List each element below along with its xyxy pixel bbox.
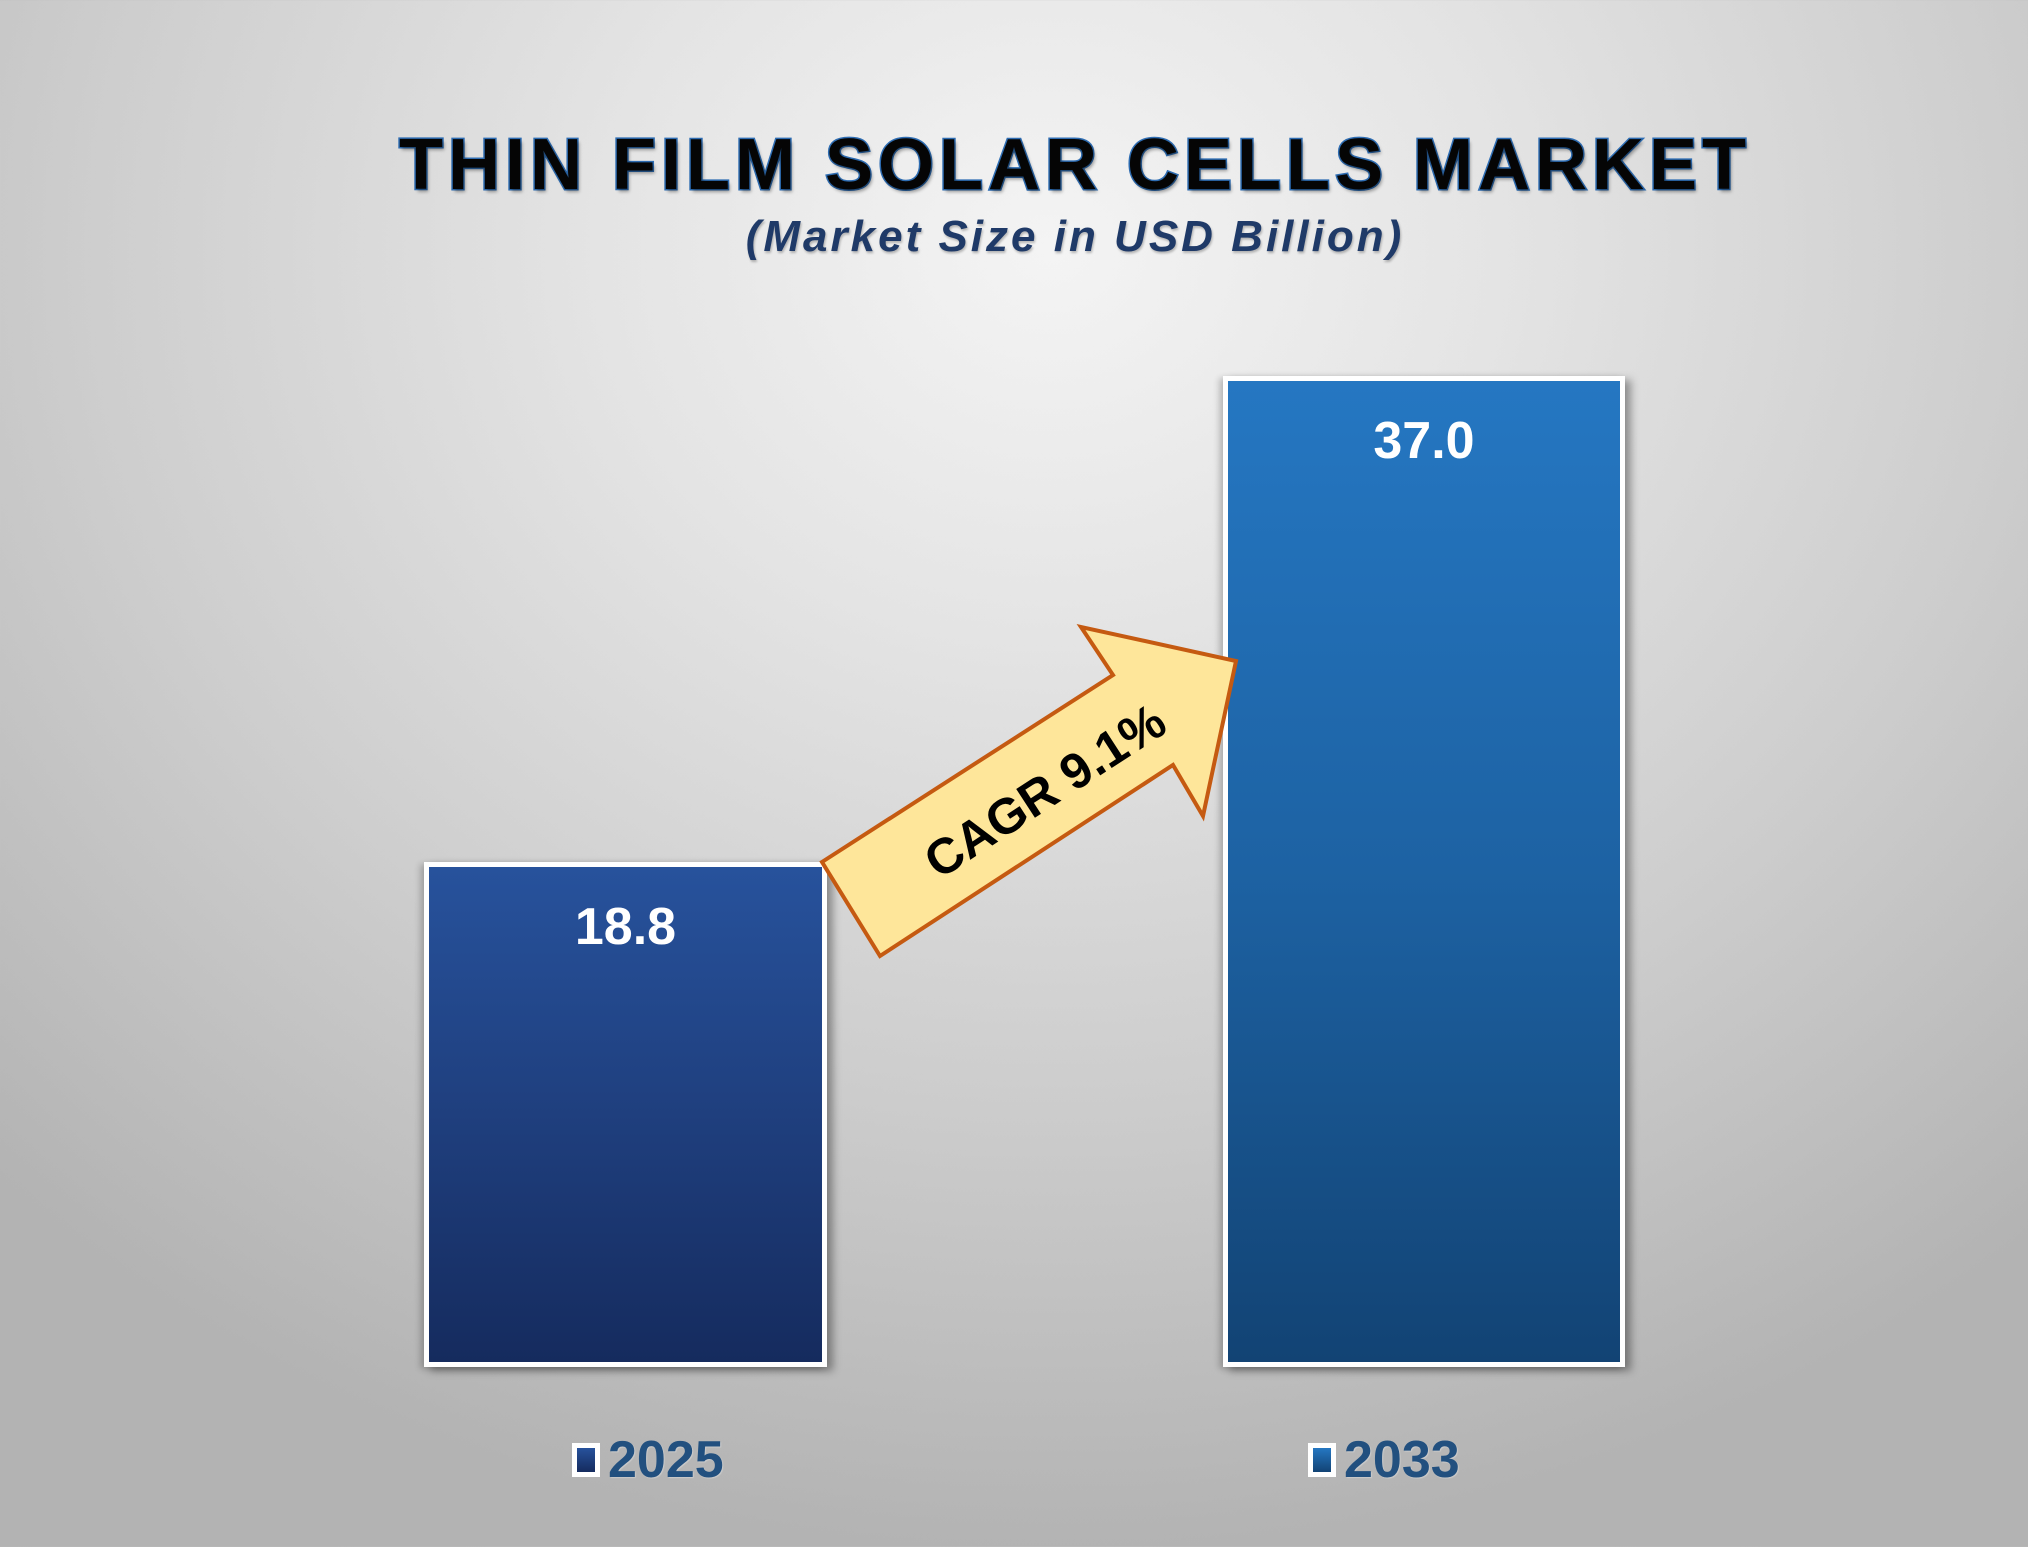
legend-item-2025: 2025: [572, 1430, 724, 1490]
bar-value-label: 18.8: [574, 898, 677, 956]
legend-label: 2033: [1344, 1431, 1460, 1489]
bar-2033: 37.0: [1223, 376, 1625, 1367]
legend-item-2033: 2033: [1308, 1430, 1460, 1490]
chart-subtitle: (Market Size in USD Billion): [745, 212, 1405, 261]
bar-2025: 18.8: [424, 862, 827, 1367]
bar-value-label: 37.0: [1373, 412, 1475, 470]
legend-swatch-icon: [572, 1443, 600, 1477]
legend-swatch-icon: [1308, 1443, 1336, 1477]
cagr-label: CAGR 9.1%: [914, 692, 1176, 890]
chart-title: THIN FILM SOLAR CELLS MARKET: [398, 124, 1751, 207]
legend-label: 2025: [608, 1431, 724, 1489]
